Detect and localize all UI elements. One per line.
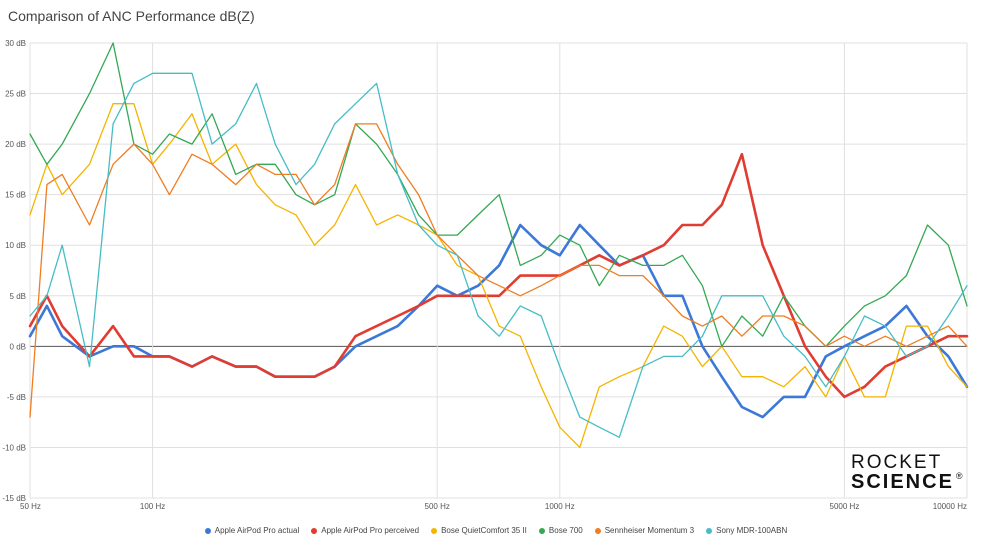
legend-item-4: Sennheiser Momentum 3	[594, 526, 695, 535]
y-tick-label-3: 15 dB	[5, 191, 26, 200]
series-line-4	[29, 123, 968, 418]
legend-swatch-5	[706, 527, 713, 534]
legend-label-0: Apple AirPod Pro actual	[214, 526, 300, 535]
x-tick-label-1: 100 Hz	[140, 502, 165, 511]
chart-title: Comparison of ANC Performance dB(Z)	[8, 8, 255, 24]
x-tick-label-4: 5000 Hz	[830, 502, 860, 511]
logo-line2: SCIENCE	[851, 471, 954, 493]
logo-line1: ROCKET	[851, 452, 943, 473]
chart-legend: Apple AirPod Pro actual Apple AirPod Pro …	[0, 526, 992, 535]
x-tick-label-0: 50 Hz	[20, 502, 41, 511]
y-tick-label-1: 25 dB	[5, 90, 26, 99]
legend-item-3: Bose 700	[538, 526, 583, 535]
rocket-science-logo: ROCKET SCIENCE ®	[851, 453, 963, 492]
legend-item-5: Sony MDR-100ABN	[706, 526, 787, 535]
x-tick-label-3: 1000 Hz	[545, 502, 575, 511]
series-line-1	[28, 152, 969, 399]
y-tick-label-5: 5 dB	[10, 292, 26, 301]
y-axis-ticks: 30 dB 25 dB 20 dB 15 dB 10 dB 5 dB 0 dB -5 dB -1…	[2, 39, 26, 503]
x-axis-ticks: 50 Hz 100 Hz 500 Hz 1000 Hz 5000 Hz 10000 Hz	[20, 502, 967, 511]
legend-label-5: Sony MDR-100ABN	[716, 526, 788, 535]
series-line-2	[29, 103, 968, 449]
y-tick-label-9: -15 dB	[2, 494, 26, 503]
series-line-0	[28, 223, 969, 419]
legend-label-1: Apple AirPod Pro perceived	[321, 526, 420, 535]
legend-swatch-3	[538, 527, 545, 534]
y-tick-label-2: 20 dB	[5, 140, 26, 149]
y-tick-label-7: -5 dB	[7, 393, 26, 402]
legend-label-3: Bose 700	[548, 526, 583, 535]
legend-label-4: Sennheiser Momentum 3	[604, 526, 695, 535]
legend-item-1: Apple AirPod Pro perceived	[311, 526, 419, 535]
y-tick-label-8: -10 dB	[2, 443, 26, 452]
y-tick-label-0: 30 dB	[5, 39, 26, 48]
y-tick-label-6: 0 dB	[10, 342, 26, 351]
y-tick-label-4: 10 dB	[5, 241, 26, 250]
logo-registered-mark: ®	[955, 471, 963, 481]
series-line-5	[29, 72, 968, 438]
legend-item-2: Bose QuietComfort 35 II	[431, 526, 527, 535]
legend-swatch-1	[311, 527, 318, 534]
grid	[29, 42, 968, 499]
legend-swatch-4	[594, 527, 601, 534]
series-lines	[28, 42, 969, 449]
legend-swatch-0	[204, 527, 211, 534]
x-tick-label-2: 500 Hz	[425, 502, 450, 511]
legend-item-0: Apple AirPod Pro actual	[204, 526, 300, 535]
legend-swatch-2	[431, 527, 438, 534]
x-tick-label-5: 10000 Hz	[933, 502, 967, 511]
legend-label-2: Bose QuietComfort 35 II	[441, 526, 527, 535]
